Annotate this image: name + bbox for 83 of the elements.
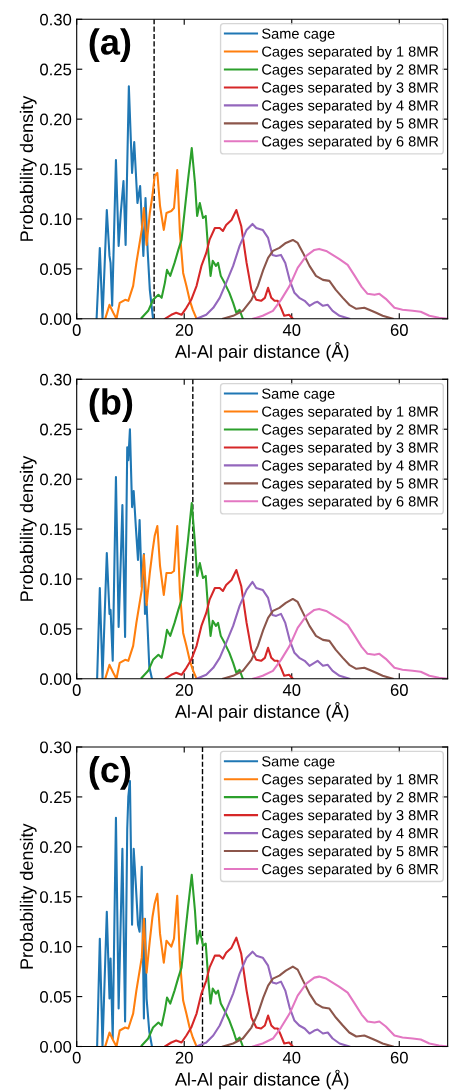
legend-label: Cages separated by 3 8MR [262,809,439,824]
y-tick-label: 0.30 [40,741,72,754]
legend-label: Cages separated by 6 8MR [262,495,439,510]
line-series [104,525,198,679]
legend-label: Cages separated by 2 8MR [262,791,439,806]
annotation: (c) [89,755,131,790]
line-series [104,169,198,319]
line-series [95,85,155,319]
legend-label: Same cage [262,388,335,402]
line-series [221,238,394,319]
legend-label: Cages separated by 2 8MR [262,423,439,438]
y-tick-label: 0.25 [40,791,72,804]
line-series [252,247,448,319]
y-tick-label: 0.30 [40,373,72,386]
y-axis-title: Probability density [19,455,37,601]
legend-label: Same cage [262,28,335,42]
legend-label: Cages separated by 2 8MR [262,63,439,78]
y-tick-label: 0.20 [40,113,72,126]
y-tick-label: 0.15 [40,163,72,176]
y-tick-label: 0.25 [40,63,72,76]
line-series [140,873,244,1047]
legend-label: Cages separated by 5 8MR [262,117,439,132]
line-series [163,208,294,319]
y-tick-label: 0.30 [40,13,72,26]
line-series [221,597,394,679]
legend-label: Cages separated by 5 8MR [262,845,439,860]
y-tick-label: 0.00 [40,313,72,325]
x-axis-title: Al-Al pair distance (Å) [174,701,349,722]
y-tick-label: 0.00 [40,673,72,685]
x-tick-label: 0 [72,1051,81,1064]
y-tick-label: 0.20 [40,841,72,854]
x-tick-label: 0 [72,684,81,696]
legend-label: Cages separated by 3 8MR [262,81,439,96]
x-tick-label: 40 [282,684,301,696]
legend-label: Cages separated by 1 8MR [262,773,439,788]
y-tick-label: 0.20 [40,473,72,486]
x-tick-label: 20 [175,1051,193,1064]
line-series [104,892,198,1047]
line-series [163,568,294,679]
legend-label: Cages separated by 1 8MR [262,406,439,420]
legend-label: Cages separated by 1 8MR [262,46,439,60]
legend-label: Same cage [262,756,335,770]
line-series [252,975,448,1047]
y-tick-label: 0.25 [40,423,72,436]
line-series [252,607,448,679]
y-tick-label: 0.05 [40,263,72,276]
line-series [195,222,351,319]
x-axis-title: Al-Al pair distance (Å) [174,1069,349,1090]
y-axis-title: Probability density [19,95,37,241]
y-axis-title: Probability density [19,823,37,969]
x-tick-label: 40 [282,324,301,336]
x-axis-title: Al-Al pair distance (Å) [174,341,349,362]
line-series [140,502,244,679]
y-tick-label: 0.15 [40,891,72,903]
line-series [195,580,351,679]
line-series [195,950,351,1047]
y-tick-label: 0.10 [40,573,72,586]
annotation: (b) [89,388,133,422]
line-series [163,936,294,1047]
x-tick-label: 60 [390,1051,408,1064]
x-tick-label: 60 [390,324,408,336]
x-tick-label: 60 [390,684,408,696]
x-tick-label: 40 [282,1051,301,1064]
annotation: (a) [89,28,131,62]
line-series [96,428,154,679]
x-tick-label: 20 [175,684,193,696]
y-tick-label: 0.10 [40,941,72,953]
legend-label: Cages separated by 6 8MR [262,863,439,878]
legend-label: Cages separated by 4 8MR [262,99,439,114]
y-tick-label: 0.05 [40,990,72,1003]
line-series [140,147,244,319]
x-tick-label: 0 [72,324,81,336]
y-tick-label: 0.00 [40,1040,72,1053]
legend-label: Cages separated by 6 8MR [262,135,439,150]
line-series [221,965,394,1047]
y-tick-label: 0.10 [40,213,72,226]
y-tick-label: 0.05 [40,623,72,636]
y-tick-label: 0.15 [40,523,72,536]
legend-label: Cages separated by 4 8MR [262,459,439,474]
legend-label: Cages separated by 3 8MR [262,441,439,456]
x-tick-label: 20 [175,324,193,336]
legend-label: Cages separated by 5 8MR [262,477,439,492]
legend-label: Cages separated by 4 8MR [262,827,439,842]
